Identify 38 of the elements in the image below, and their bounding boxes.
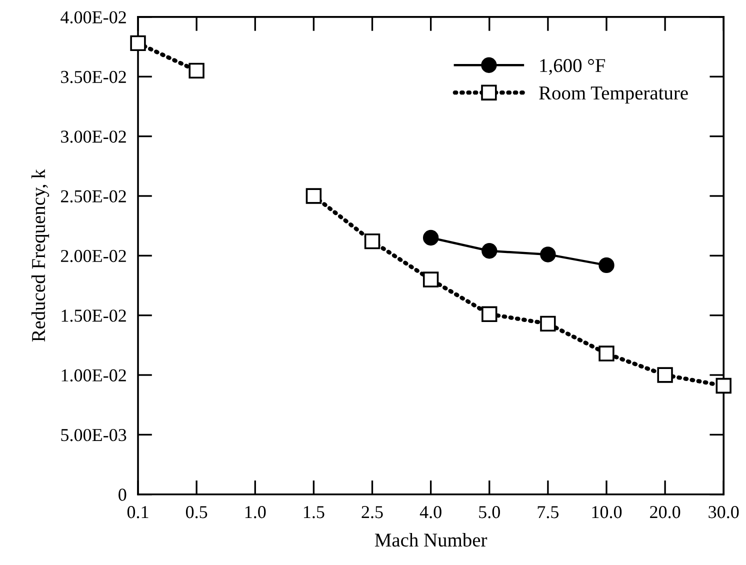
y-tick-label: 3.00E-02 [61,130,126,143]
x-tick-label: 4.0 [420,506,442,518]
x-tick-label: 0.5 [186,506,208,518]
y-tick-label: 4.00E-02 [60,11,126,24]
legend-label: Room Temperature [539,86,688,104]
x-axis-title: Mach Number [374,532,488,547]
point [540,246,556,262]
y-tick-label: 5.00E-03 [61,428,126,442]
y-tick-label: 1.00E-02 [62,369,126,382]
y-axis-title: Reduced Frequency, k [31,169,50,342]
y-tick-label: 1.50E-02 [62,310,126,322]
point [482,243,498,259]
point [482,306,498,322]
y-tick-label: 2.50E-02 [61,190,126,203]
legend-label: 1,600 °F [540,59,606,75]
x-tick-label: 1.0 [245,506,266,518]
point [422,272,439,288]
x-tick-label: 1.5 [304,506,324,518]
y-tick-label: 2.00E-02 [61,250,126,262]
point [598,346,614,362]
point [422,230,439,246]
x-tick-label: 7.5 [538,506,559,518]
point [188,62,204,79]
point [598,257,614,274]
point [540,316,556,332]
x-tick-label: 2.5 [362,506,383,518]
point [364,233,380,250]
x-tick-label: 5.0 [479,506,500,518]
x-tick-label: 20.0 [650,506,680,518]
point [306,188,322,204]
x-tick-label: 30.0 [708,506,739,518]
y-tick-label: 0 [118,488,126,501]
x-tick-label: 0.1 [127,506,148,518]
point [657,367,673,383]
point [130,35,146,52]
y-tick-label: 3.50E-02 [61,70,126,84]
point [716,378,732,394]
x-tick-label: 10.0 [592,506,622,518]
